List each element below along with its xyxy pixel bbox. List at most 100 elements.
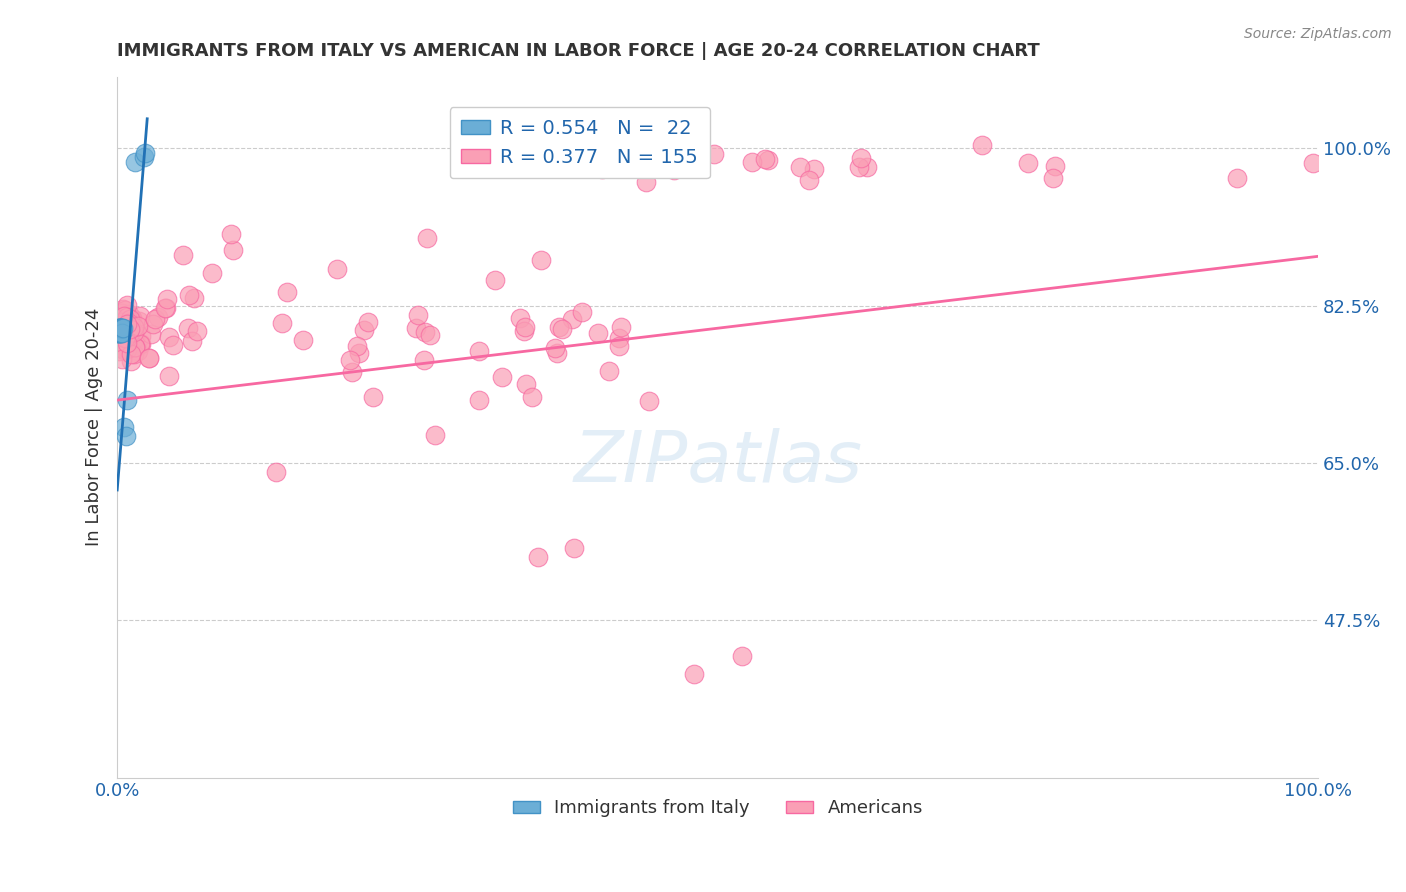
Americans xyxy=(416,231,439,245)
Americans xyxy=(117,297,139,311)
Americans xyxy=(155,301,177,315)
Americans xyxy=(662,162,685,177)
Immigrants from Italy xyxy=(108,321,131,335)
Americans xyxy=(356,315,378,329)
Americans xyxy=(129,336,152,351)
Americans xyxy=(703,147,725,161)
Americans xyxy=(129,309,152,323)
Americans xyxy=(110,341,132,355)
Americans xyxy=(610,320,633,334)
Americans xyxy=(803,161,825,176)
Immigrants from Italy xyxy=(107,321,129,335)
Americans xyxy=(108,344,131,359)
Americans xyxy=(467,343,489,358)
Americans xyxy=(115,319,138,334)
Americans xyxy=(221,243,243,257)
Americans xyxy=(115,335,138,350)
Americans xyxy=(129,329,152,343)
Americans xyxy=(415,326,437,340)
Americans xyxy=(682,667,704,681)
Americans xyxy=(346,339,368,353)
Americans xyxy=(353,323,375,337)
Immigrants from Italy xyxy=(110,321,132,335)
Immigrants from Italy xyxy=(108,321,131,335)
Americans xyxy=(562,541,585,556)
Immigrants from Italy xyxy=(112,321,135,335)
Americans xyxy=(117,342,139,356)
Americans xyxy=(339,352,361,367)
Americans xyxy=(520,390,543,404)
Americans xyxy=(1042,170,1064,185)
Americans xyxy=(797,172,820,186)
Americans xyxy=(412,353,434,368)
Americans xyxy=(156,292,179,306)
Americans xyxy=(513,324,536,338)
Americans xyxy=(1043,159,1066,173)
Americans xyxy=(131,337,153,351)
Americans xyxy=(138,351,160,365)
Immigrants from Italy xyxy=(112,420,135,434)
Americans xyxy=(571,305,593,319)
Americans xyxy=(509,310,531,325)
Americans xyxy=(124,340,146,354)
Americans xyxy=(111,315,134,329)
Americans xyxy=(155,301,177,315)
Americans xyxy=(266,465,288,479)
Americans xyxy=(120,311,142,326)
Immigrants from Italy xyxy=(111,321,134,335)
Americans xyxy=(270,317,292,331)
Americans xyxy=(108,335,131,350)
Americans xyxy=(115,331,138,345)
Americans xyxy=(124,325,146,339)
Americans xyxy=(856,160,879,174)
Americans xyxy=(128,314,150,328)
Americans xyxy=(124,331,146,345)
Immigrants from Italy xyxy=(108,326,131,340)
Americans xyxy=(1017,156,1039,170)
Americans xyxy=(157,330,180,344)
Americans xyxy=(143,312,166,326)
Americans xyxy=(1226,171,1249,186)
Americans xyxy=(789,160,811,174)
Text: IMMIGRANTS FROM ITALY VS AMERICAN IN LABOR FORCE | AGE 20-24 CORRELATION CHART: IMMIGRANTS FROM ITALY VS AMERICAN IN LAB… xyxy=(117,42,1040,60)
Americans xyxy=(112,320,135,334)
Americans xyxy=(529,252,551,267)
Americans xyxy=(121,311,143,326)
Americans xyxy=(1302,156,1324,170)
Americans xyxy=(112,330,135,344)
Americans xyxy=(546,346,568,360)
Americans xyxy=(115,315,138,329)
Americans xyxy=(347,346,370,360)
Americans xyxy=(636,175,658,189)
Americans xyxy=(112,343,135,357)
Americans xyxy=(405,320,427,334)
Americans xyxy=(118,311,141,326)
Americans xyxy=(325,261,347,276)
Americans xyxy=(146,310,169,324)
Immigrants from Italy xyxy=(111,326,134,340)
Americans xyxy=(162,338,184,352)
Americans xyxy=(157,369,180,384)
Americans xyxy=(118,324,141,338)
Immigrants from Italy xyxy=(108,321,131,335)
Americans xyxy=(124,340,146,354)
Immigrants from Italy xyxy=(132,151,155,165)
Immigrants from Italy xyxy=(107,326,129,340)
Americans xyxy=(219,227,242,242)
Americans xyxy=(607,331,630,345)
Americans xyxy=(142,317,165,331)
Americans xyxy=(114,303,136,318)
Americans xyxy=(111,352,134,367)
Americans xyxy=(122,347,145,361)
Americans xyxy=(181,334,204,349)
Immigrants from Italy xyxy=(110,321,132,335)
Americans xyxy=(117,342,139,356)
Legend: Immigrants from Italy, Americans: Immigrants from Italy, Americans xyxy=(505,792,929,824)
Americans xyxy=(467,393,489,408)
Americans xyxy=(515,377,537,392)
Americans xyxy=(513,319,536,334)
Americans xyxy=(551,322,574,336)
Americans xyxy=(848,161,870,175)
Americans xyxy=(114,325,136,339)
Americans xyxy=(115,317,138,331)
